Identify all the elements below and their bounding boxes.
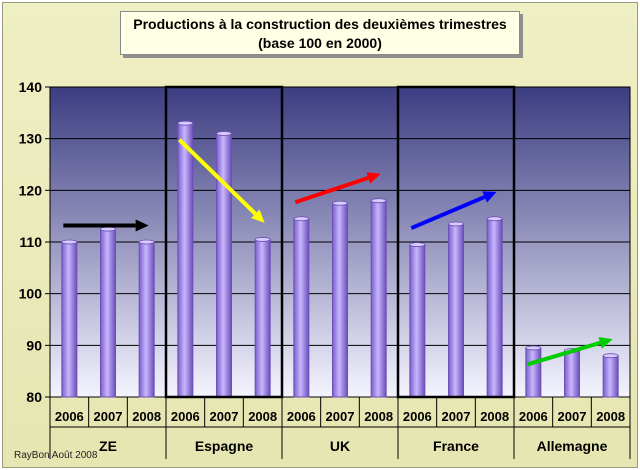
x-tick-label: 2007 (442, 409, 471, 424)
y-tick-label: 80 (26, 389, 42, 405)
bar (216, 133, 232, 398)
bar-top (370, 198, 387, 204)
group-label: Allemagne (537, 438, 608, 454)
trend-arrow (177, 138, 257, 216)
y-tick-label: 140 (19, 79, 43, 95)
y-tick-label: 110 (19, 234, 42, 250)
x-tick-label: 2007 (210, 409, 239, 424)
y-tick-label: 120 (19, 182, 43, 198)
x-tick-label: 2007 (558, 409, 587, 424)
bar (138, 241, 155, 398)
bar-top (100, 226, 116, 232)
trend-arrow-head (135, 219, 149, 232)
trend-arrow-head (251, 209, 265, 223)
bar (100, 228, 116, 398)
bar (602, 355, 619, 398)
bar (332, 202, 348, 398)
x-tick-label: 2008 (364, 409, 393, 424)
bar (293, 218, 310, 398)
bar-top (61, 239, 78, 245)
x-tick-label: 2007 (326, 409, 355, 424)
bar-top (138, 239, 155, 245)
group-label: UK (330, 438, 350, 454)
bar (564, 350, 580, 398)
bar (370, 200, 387, 398)
x-tick-label: 2006 (403, 409, 432, 424)
bar-top (216, 131, 232, 136)
bar-top (486, 216, 503, 222)
x-tick-label: 2006 (519, 409, 548, 424)
bar (254, 238, 271, 398)
bar-top (293, 216, 310, 222)
credit-text: RayBon Août 2008 (14, 450, 98, 461)
bar-top (177, 120, 194, 126)
bar (177, 122, 194, 398)
x-tick-label: 2008 (596, 409, 625, 424)
group-label: ZE (99, 438, 117, 454)
x-tick-label: 2008 (132, 409, 161, 424)
y-tick-label: 130 (19, 131, 43, 147)
bar (525, 347, 542, 398)
x-tick-label: 2007 (94, 409, 123, 424)
x-tick-label: 2008 (248, 409, 277, 424)
x-tick-label: 2006 (55, 409, 84, 424)
bar-top (254, 237, 271, 242)
highlight-box (396, 85, 516, 399)
trend-arrow-head (482, 191, 497, 203)
bar (448, 223, 464, 398)
highlight-box (164, 85, 284, 399)
bar-top (602, 353, 619, 359)
x-tick-label: 2006 (287, 409, 316, 424)
bar-top (332, 200, 348, 206)
y-tick-label: 90 (26, 337, 42, 353)
bar (61, 241, 78, 398)
x-tick-label: 2006 (171, 409, 200, 424)
trend-arrow-head (598, 337, 613, 349)
bar-top (409, 242, 426, 247)
group-label: Espagne (195, 438, 254, 454)
trend-arrow-head (366, 172, 381, 184)
trend-arrow (294, 176, 369, 205)
chart-title-box: Productions à la construction des deuxiè… (120, 11, 520, 55)
x-tick-label: 2008 (480, 409, 509, 424)
bar-top (448, 221, 464, 227)
bar (409, 244, 426, 398)
bar-top (525, 345, 542, 351)
bar (486, 218, 503, 398)
group-label: France (433, 438, 479, 454)
trend-arrow (526, 340, 601, 367)
chart-title-line2: (base 100 en 2000) (258, 35, 382, 51)
trend-arrow (410, 195, 486, 230)
chart-title-line1: Productions à la construction des deuxiè… (133, 16, 507, 32)
y-tick-label: 100 (19, 286, 43, 302)
